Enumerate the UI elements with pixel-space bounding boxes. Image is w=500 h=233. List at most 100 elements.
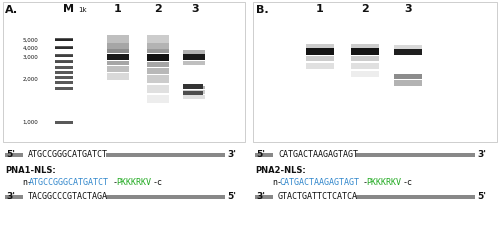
Bar — [351, 51, 379, 55]
Text: TACGGCCCGTACTAGA: TACGGCCCGTACTAGA — [28, 192, 108, 201]
Bar — [351, 71, 379, 77]
Text: ATGCCGGGCATGATCT: ATGCCGGGCATGATCT — [29, 178, 109, 187]
Bar — [306, 63, 334, 69]
Bar — [55, 38, 73, 41]
Bar — [107, 66, 129, 72]
Bar — [107, 43, 129, 49]
Bar — [107, 54, 129, 60]
Bar — [147, 57, 169, 61]
Bar — [55, 46, 73, 49]
Text: -: - — [112, 178, 117, 187]
Bar — [55, 76, 73, 79]
Bar — [55, 47, 73, 49]
Bar — [147, 75, 169, 83]
Bar — [147, 49, 169, 53]
Text: PKKKRKV: PKKKRKV — [366, 178, 401, 187]
Bar — [107, 57, 129, 60]
Bar — [183, 54, 205, 60]
Text: 3: 3 — [404, 4, 412, 14]
Bar — [394, 49, 422, 55]
Text: 1: 1 — [114, 4, 122, 14]
Text: ATGCCGGGCATGATCT: ATGCCGGGCATGATCT — [28, 150, 108, 159]
Bar — [351, 44, 379, 49]
Bar — [306, 48, 334, 55]
Text: 5': 5' — [477, 192, 486, 201]
Bar — [55, 66, 73, 69]
Bar — [107, 61, 129, 65]
Bar — [183, 90, 205, 94]
Text: PNA1-NLS:: PNA1-NLS: — [5, 166, 56, 175]
Bar — [55, 61, 73, 63]
Text: n-: n- — [272, 178, 282, 187]
Bar — [55, 121, 73, 124]
Text: 3': 3' — [477, 150, 486, 159]
Text: 3': 3' — [256, 192, 265, 201]
Bar — [394, 74, 422, 79]
Bar — [147, 62, 169, 67]
Bar — [107, 35, 129, 43]
Text: -: - — [362, 178, 367, 187]
Bar — [356, 195, 475, 199]
Text: GTACTGATTCTCATCA: GTACTGATTCTCATCA — [278, 192, 358, 201]
Bar — [394, 52, 422, 55]
Bar — [55, 39, 73, 41]
Bar — [394, 80, 422, 86]
Bar — [5, 153, 23, 157]
Text: 3,000: 3,000 — [22, 54, 38, 59]
Bar — [55, 60, 73, 63]
Bar — [147, 85, 169, 93]
Text: CATGACTAAGAGTAGT: CATGACTAAGAGTAGT — [279, 178, 359, 187]
Text: 2,000: 2,000 — [22, 77, 38, 82]
Text: 3': 3' — [6, 192, 15, 201]
Text: 1k: 1k — [78, 7, 86, 13]
Bar — [306, 51, 334, 55]
Bar — [147, 43, 169, 49]
Bar — [183, 86, 205, 89]
Bar — [55, 81, 73, 84]
Text: 1,000: 1,000 — [22, 120, 38, 125]
Bar — [107, 54, 129, 57]
Bar — [5, 195, 23, 199]
Bar — [255, 195, 273, 199]
Text: 5': 5' — [6, 150, 15, 159]
Bar — [183, 91, 203, 95]
Bar — [147, 54, 169, 61]
Text: 5': 5' — [256, 150, 265, 159]
Bar — [3, 2, 245, 142]
Bar — [255, 153, 273, 157]
Bar — [55, 67, 73, 69]
Bar — [106, 153, 225, 157]
Text: B.: B. — [256, 5, 268, 15]
Text: CATGACTAAGAGTAGT: CATGACTAAGAGTAGT — [278, 150, 358, 159]
Text: -c: -c — [402, 178, 412, 187]
Bar — [147, 35, 169, 43]
Bar — [107, 73, 129, 80]
Bar — [351, 63, 379, 69]
Text: M: M — [62, 4, 74, 14]
Text: -c: -c — [152, 178, 162, 187]
Bar — [107, 49, 129, 53]
Text: 1: 1 — [316, 4, 324, 14]
Text: A.: A. — [5, 5, 18, 15]
Text: 3': 3' — [227, 150, 236, 159]
Text: 2: 2 — [361, 4, 369, 14]
Bar — [183, 61, 205, 65]
Bar — [147, 95, 169, 103]
Text: 5': 5' — [227, 192, 236, 201]
Bar — [253, 2, 497, 142]
Bar — [106, 195, 225, 199]
Bar — [147, 68, 169, 74]
Text: 5,000: 5,000 — [22, 37, 38, 42]
Bar — [55, 87, 73, 90]
Bar — [306, 56, 334, 61]
Text: 3: 3 — [191, 4, 199, 14]
Text: PKKKRKV: PKKKRKV — [116, 178, 151, 187]
Bar — [183, 57, 205, 60]
Bar — [351, 56, 379, 61]
Bar — [351, 48, 379, 55]
Text: PNA2-NLS:: PNA2-NLS: — [255, 166, 306, 175]
Text: 4,000: 4,000 — [22, 45, 38, 50]
Bar — [55, 71, 73, 74]
Bar — [306, 44, 334, 49]
Bar — [356, 153, 475, 157]
